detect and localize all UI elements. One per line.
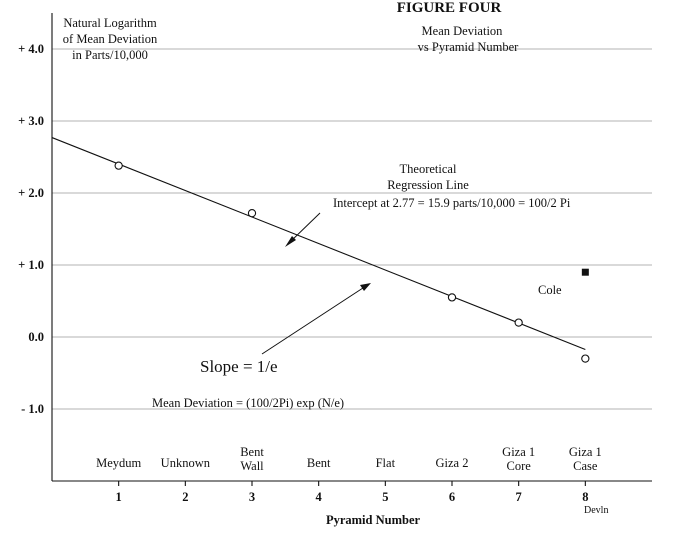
signature: Devln: [584, 505, 608, 516]
x-tick-label: 7: [516, 490, 522, 504]
regression-annotation-line-2: Regression Line: [387, 178, 469, 192]
y-axis-label-line-2: of Mean Deviation: [63, 32, 158, 46]
x-axis-label: Pyramid Number: [326, 513, 421, 527]
data-point: [247, 209, 257, 218]
category-label: Giza 1: [569, 445, 602, 459]
chart-title: FIGURE FOUR: [397, 0, 502, 16]
y-tick-label: - 1.0: [21, 402, 44, 416]
data-point: [581, 354, 590, 363]
x-tick-label: 8: [582, 490, 588, 504]
y-tick-label: + 1.0: [18, 258, 44, 272]
category-label: Flat: [376, 456, 396, 470]
y-tick-label: + 4.0: [18, 42, 44, 56]
axes: [51, 13, 652, 486]
category-label: Case: [573, 459, 598, 473]
x-tick-labels: 1 2 3 4 5 6 7 8: [116, 490, 589, 504]
data-series: [51, 137, 590, 363]
y-tick-labels: + 4.0 + 3.0 + 2.0 + 1.0 0.0 - 1.0: [18, 42, 44, 416]
x-tick-label: 6: [449, 490, 455, 504]
cole-label: Cole: [538, 283, 562, 297]
data-point: [514, 318, 523, 327]
category-label: Unknown: [161, 456, 211, 470]
regression-annotation-line-1: Theoretical: [400, 162, 457, 176]
data-point: [114, 161, 123, 170]
data-point: [447, 293, 457, 302]
cole-point: [581, 268, 589, 276]
x-tick-label: 2: [182, 490, 188, 504]
category-label: Bent: [307, 456, 331, 470]
x-tick-label: 1: [116, 490, 122, 504]
regression-arrow: [285, 212, 321, 247]
x-tick-label: 3: [249, 490, 255, 504]
y-tick-label: + 3.0: [18, 114, 44, 128]
formula-annotation: Mean Deviation = (100/2Pi) exp (N/e): [152, 396, 344, 410]
category-label: Meydum: [96, 456, 141, 470]
y-axis-label-line-3: in Parts/10,000: [72, 48, 148, 62]
y-axis-label-line-1: Natural Logarithm: [63, 16, 157, 30]
y-tick-label: 0.0: [28, 330, 44, 344]
gridlines: [52, 48, 652, 410]
chart-subtitle-line-2: vs Pyramid Number: [418, 40, 520, 54]
category-label: Bent: [240, 445, 264, 459]
regression-line: [51, 137, 586, 350]
chart-subtitle-line-1: Mean Deviation: [422, 24, 504, 38]
category-label: Giza 2: [436, 456, 469, 470]
x-tick-label: 5: [382, 490, 388, 504]
category-label: Wall: [240, 459, 264, 473]
slope-arrow: [261, 283, 371, 355]
category-label: Core: [507, 459, 532, 473]
x-tick-label: 4: [316, 490, 323, 504]
regression-annotation-line-3: Intercept at 2.77 = 15.9 parts/10,000 = …: [333, 196, 571, 210]
category-label: Giza 1: [502, 445, 535, 459]
y-tick-label: + 2.0: [18, 186, 44, 200]
slope-annotation: Slope = 1/e: [200, 357, 278, 376]
